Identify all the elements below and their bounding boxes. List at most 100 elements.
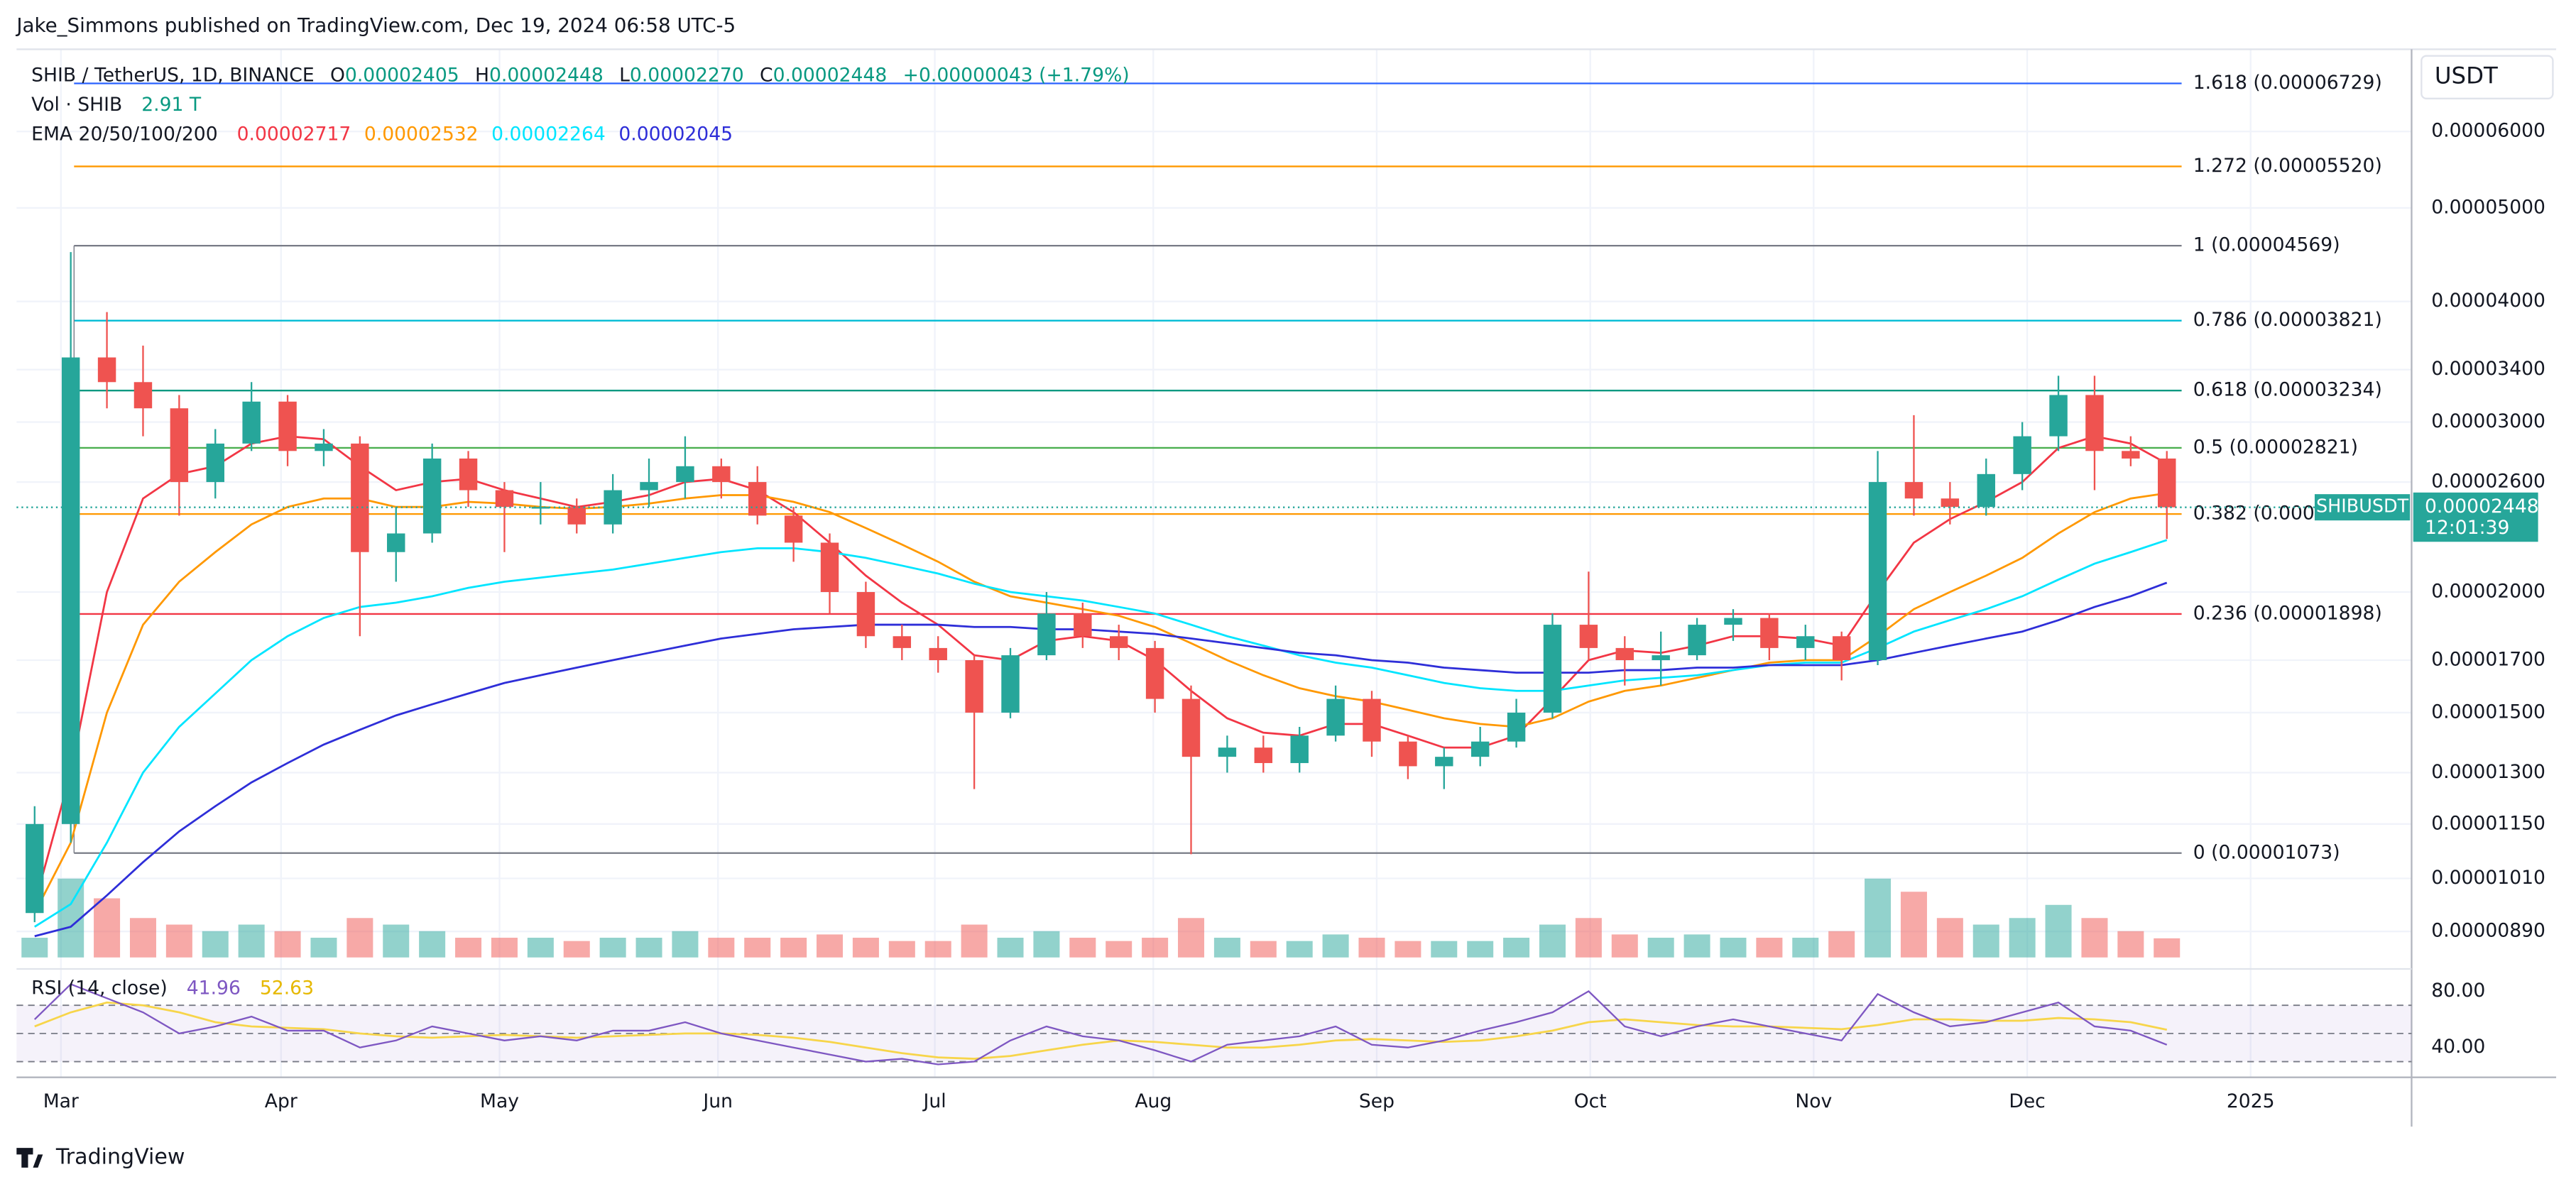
price-tag: 0.00002448 bbox=[2425, 495, 2539, 517]
candle-body bbox=[1507, 712, 1526, 742]
candle bbox=[784, 507, 803, 562]
ema-value: 0.00002045 bbox=[618, 123, 733, 145]
candle bbox=[1832, 631, 1851, 681]
volume-bar bbox=[997, 938, 1024, 958]
candle bbox=[1363, 691, 1381, 757]
y-tick-label: 0.00003400 bbox=[2431, 358, 2545, 380]
volume-legend: Vol · SHIB 2.91 T bbox=[31, 94, 202, 116]
rsi-ma-value: 52.63 bbox=[260, 977, 314, 999]
candle-body bbox=[206, 443, 224, 483]
candle bbox=[1001, 647, 1020, 718]
l-key: L bbox=[619, 64, 630, 86]
candle bbox=[1507, 698, 1526, 748]
candle-body bbox=[1977, 473, 1995, 508]
volume-bar bbox=[1503, 938, 1530, 958]
volume-bar bbox=[1720, 938, 1747, 958]
candle-body bbox=[26, 823, 44, 914]
volume-bar bbox=[1900, 892, 1927, 958]
y-tick-label: 0.00001700 bbox=[2431, 649, 2545, 671]
volume-bar bbox=[419, 931, 446, 958]
candle-body bbox=[1941, 498, 1960, 508]
candle-body bbox=[1001, 655, 1020, 713]
x-tick-label: Nov bbox=[1795, 1090, 1832, 1112]
candle bbox=[1145, 640, 1164, 713]
candle-body bbox=[1363, 698, 1381, 742]
candle-body bbox=[1615, 647, 1634, 661]
candle-body bbox=[2158, 458, 2176, 508]
currency-box[interactable] bbox=[2421, 55, 2554, 99]
candle bbox=[1579, 571, 1598, 661]
candle-body bbox=[1796, 636, 1815, 648]
candle-body bbox=[1290, 735, 1309, 763]
candle-body bbox=[1868, 482, 1887, 661]
rsi-name: RSI (14, close) bbox=[31, 977, 168, 999]
candle bbox=[387, 507, 405, 582]
volume-bar bbox=[2081, 918, 2108, 958]
y-tick-label: 0.00002000 bbox=[2431, 581, 2545, 603]
volume-bar bbox=[202, 931, 229, 958]
candle-body bbox=[820, 542, 839, 593]
candle bbox=[1218, 735, 1237, 773]
x-tick-label: 2025 bbox=[2227, 1090, 2275, 1112]
candle-body bbox=[1109, 636, 1128, 648]
symbol: SHIB / TetherUS, 1D, BINANCE bbox=[31, 64, 315, 86]
candle-body bbox=[1652, 655, 1670, 661]
candle bbox=[459, 451, 478, 508]
candle bbox=[1796, 625, 1815, 661]
candle bbox=[2013, 422, 2031, 491]
volume-bar bbox=[817, 934, 844, 958]
publisher: Jake_Simmons published on TradingView.co… bbox=[15, 13, 736, 37]
fib-label: 1.618 (0.00006729) bbox=[2193, 72, 2382, 94]
volume-bar bbox=[2117, 931, 2144, 958]
candle-body bbox=[170, 408, 189, 483]
candle-body bbox=[1904, 482, 1923, 499]
candle bbox=[2085, 376, 2104, 491]
o-key: O bbox=[330, 64, 345, 86]
y-tick-label: 0.00002600 bbox=[2431, 471, 2545, 493]
y-tick-label: 0.00006000 bbox=[2431, 120, 2545, 142]
y-tick-label: 0.00004000 bbox=[2431, 290, 2545, 312]
candle-body bbox=[315, 443, 333, 451]
candle-body bbox=[1435, 757, 1453, 767]
volume-bar bbox=[1575, 918, 1602, 958]
volume-bar bbox=[1647, 938, 1674, 958]
volume-bar bbox=[852, 938, 879, 958]
volume-bar bbox=[1177, 918, 1205, 958]
open-value: 0.00002405 bbox=[345, 64, 459, 86]
candle-body bbox=[567, 507, 586, 525]
volume-bar bbox=[274, 931, 301, 958]
volume-bar bbox=[1322, 934, 1349, 958]
candle-body bbox=[2085, 395, 2104, 451]
candle bbox=[1977, 458, 1995, 516]
candle bbox=[2122, 436, 2140, 466]
candle-body bbox=[1832, 636, 1851, 661]
candle bbox=[1181, 685, 1201, 855]
volume-bar bbox=[2045, 904, 2072, 958]
ema-value: 0.00002532 bbox=[364, 123, 479, 145]
volume-bar bbox=[455, 938, 482, 958]
volume-bar bbox=[2009, 918, 2036, 958]
volume-bar bbox=[1683, 934, 1710, 958]
volume-name: Vol · SHIB bbox=[31, 94, 122, 116]
candle bbox=[1399, 735, 1417, 779]
volume-value: 2.91 T bbox=[141, 94, 202, 116]
volume-bar bbox=[1033, 931, 1060, 958]
volume-bar bbox=[1069, 938, 1096, 958]
candle bbox=[26, 806, 44, 923]
candle bbox=[1868, 451, 1887, 665]
volume-bar bbox=[708, 938, 735, 958]
candle bbox=[97, 312, 116, 409]
y-tick-label: 0.00003000 bbox=[2431, 410, 2545, 432]
candle-body bbox=[1543, 625, 1562, 713]
y-tick-label: 0.00001150 bbox=[2431, 812, 2545, 834]
candle-body bbox=[1724, 618, 1742, 625]
candle-body bbox=[495, 490, 514, 508]
x-tick-label: Oct bbox=[1574, 1090, 1607, 1112]
ema-name: EMA 20/50/100/200 bbox=[31, 123, 217, 145]
candle bbox=[1615, 636, 1634, 686]
fib-label: 1.272 (0.00005520) bbox=[2193, 155, 2382, 177]
volume-bar bbox=[1395, 941, 1421, 958]
candle bbox=[133, 345, 153, 437]
volume-bar bbox=[1467, 941, 1494, 958]
volume-bar bbox=[1611, 934, 1638, 958]
